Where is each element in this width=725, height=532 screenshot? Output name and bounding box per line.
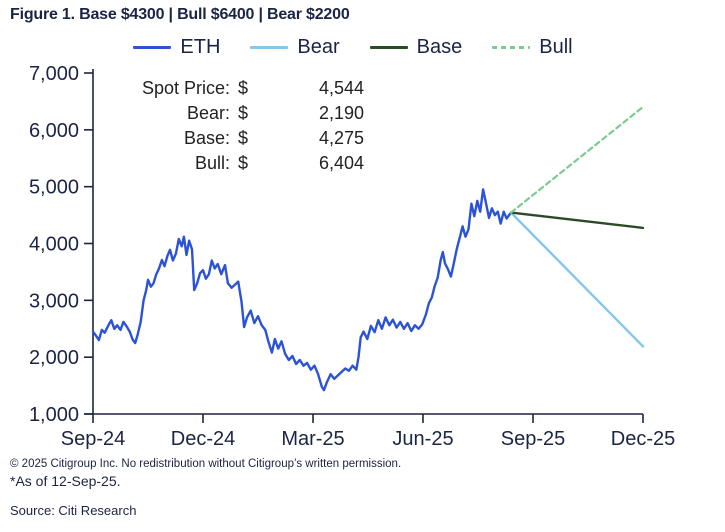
legend-label-bear: Bear (297, 36, 340, 58)
source-text: Source: Citi Research (10, 503, 137, 518)
x-tick-label: Dec-25 (611, 428, 675, 450)
annotation-currency: $ (238, 128, 249, 148)
y-tick-label: 5,000 (29, 177, 79, 199)
legend-item-bull: Bull (492, 36, 573, 59)
annotation-value: 4,544 (318, 78, 364, 98)
bull-line (509, 105, 645, 214)
legend-item-bear: Bear (250, 36, 340, 59)
copyright-text: © 2025 Citigroup Inc. No redistribution … (10, 458, 402, 470)
chart-legend: ETH Bear Base Bull (93, 36, 613, 59)
annotation-label: Spot Price: (141, 78, 230, 98)
annotation-currency: $ (238, 103, 249, 123)
bull-line-swatch-icon (492, 46, 531, 49)
bear-line-swatch-icon (250, 46, 289, 49)
base-line (509, 211, 645, 230)
bear-line (509, 211, 645, 348)
legend-item-eth: ETH (133, 36, 220, 59)
base-line-swatch-icon (369, 46, 408, 49)
annotation-value: 2,190 (318, 103, 364, 123)
eth-line-swatch-icon (133, 46, 172, 49)
figure-title: Figure 1. Base $4300 | Bull $6400 | Bear… (10, 6, 350, 23)
y-tick-label: 7,000 (29, 63, 79, 85)
y-tick-label: 3,000 (29, 290, 79, 312)
x-tick-label: Sep-24 (61, 428, 126, 450)
annotation-currency: $ (238, 78, 249, 98)
legend-label-base: Base (416, 36, 463, 58)
annotation-label: Base: (183, 128, 230, 148)
chart-svg: 1,000 2,000 3,000 4,000 5,000 6,000 7,000 Sep-2… (29, 63, 675, 450)
y-tick-label: 4,000 (29, 234, 79, 256)
y-tick-label: 6,000 (29, 120, 79, 142)
figure-footer: © 2025 Citigroup Inc. No redistribution … (10, 458, 401, 518)
legend-label-eth: ETH (180, 36, 221, 58)
eth-line (91, 188, 513, 392)
x-tick-label: Mar-25 (281, 428, 344, 450)
x-tick-label: Jun-25 (392, 428, 453, 450)
as-of-text: *As of 12-Sep-25. (10, 473, 121, 489)
scenario-annotation: Spot Price: $ 4,544 Bear: $ 2,190 Base: … (120, 78, 364, 174)
y-tick-label: 1,000 (29, 404, 79, 426)
annotation-label: Bear: (186, 103, 230, 123)
annotation-label: Bull: (194, 153, 230, 173)
legend-item-base: Base (369, 36, 463, 59)
x-tick-label: Dec-24 (171, 428, 235, 450)
legend-label-bull: Bull (539, 36, 573, 58)
annotation-value: 6,404 (318, 153, 364, 173)
x-tick-label: Sep-25 (501, 428, 566, 450)
annotation-value: 4,275 (318, 128, 364, 148)
y-tick-label: 2,000 (29, 347, 79, 369)
annotation-currency: $ (238, 153, 249, 173)
